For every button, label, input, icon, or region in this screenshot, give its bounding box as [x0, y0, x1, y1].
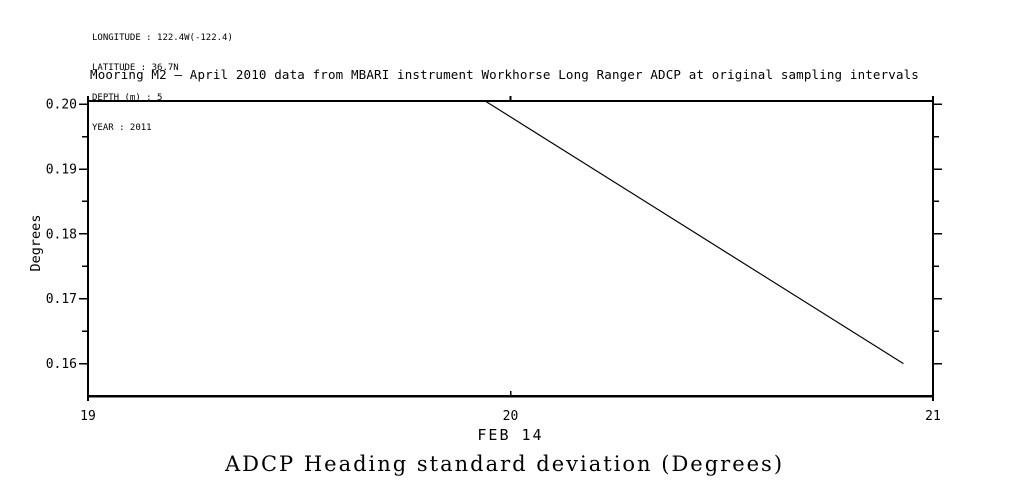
plot-title: Mooring M2 – April 2010 data from MBARI …	[90, 67, 919, 82]
metadata-latitude: LATITUDE : 36.7N	[92, 63, 179, 73]
x-axis-label: FEB 14	[477, 426, 543, 444]
metadata-depth: DEPTH (m) : 5	[92, 93, 163, 103]
metadata-longitude: LONGITUDE : 122.4W(-122.4)	[92, 33, 233, 43]
metadata-year: YEAR : 2011	[92, 123, 152, 133]
y-tick-label: 0.16	[46, 357, 77, 372]
y-tick-label: 0.19	[46, 163, 77, 178]
y-axis-label: Degrees	[28, 215, 44, 272]
x-tick-label: 20	[503, 409, 519, 424]
y-tick-label: 0.20	[46, 98, 77, 113]
bottom-caption: ADCP Heading standard deviation (Degrees…	[224, 452, 785, 476]
metadata-block: LONGITUDE : 122.4W(-122.4) LATITUDE : 36…	[92, 13, 233, 153]
y-tick-label: 0.17	[46, 292, 77, 307]
data-line	[484, 100, 904, 365]
x-tick-label: 19	[80, 409, 96, 424]
y-tick-label: 0.18	[46, 227, 77, 242]
x-tick-label: 21	[925, 409, 941, 424]
